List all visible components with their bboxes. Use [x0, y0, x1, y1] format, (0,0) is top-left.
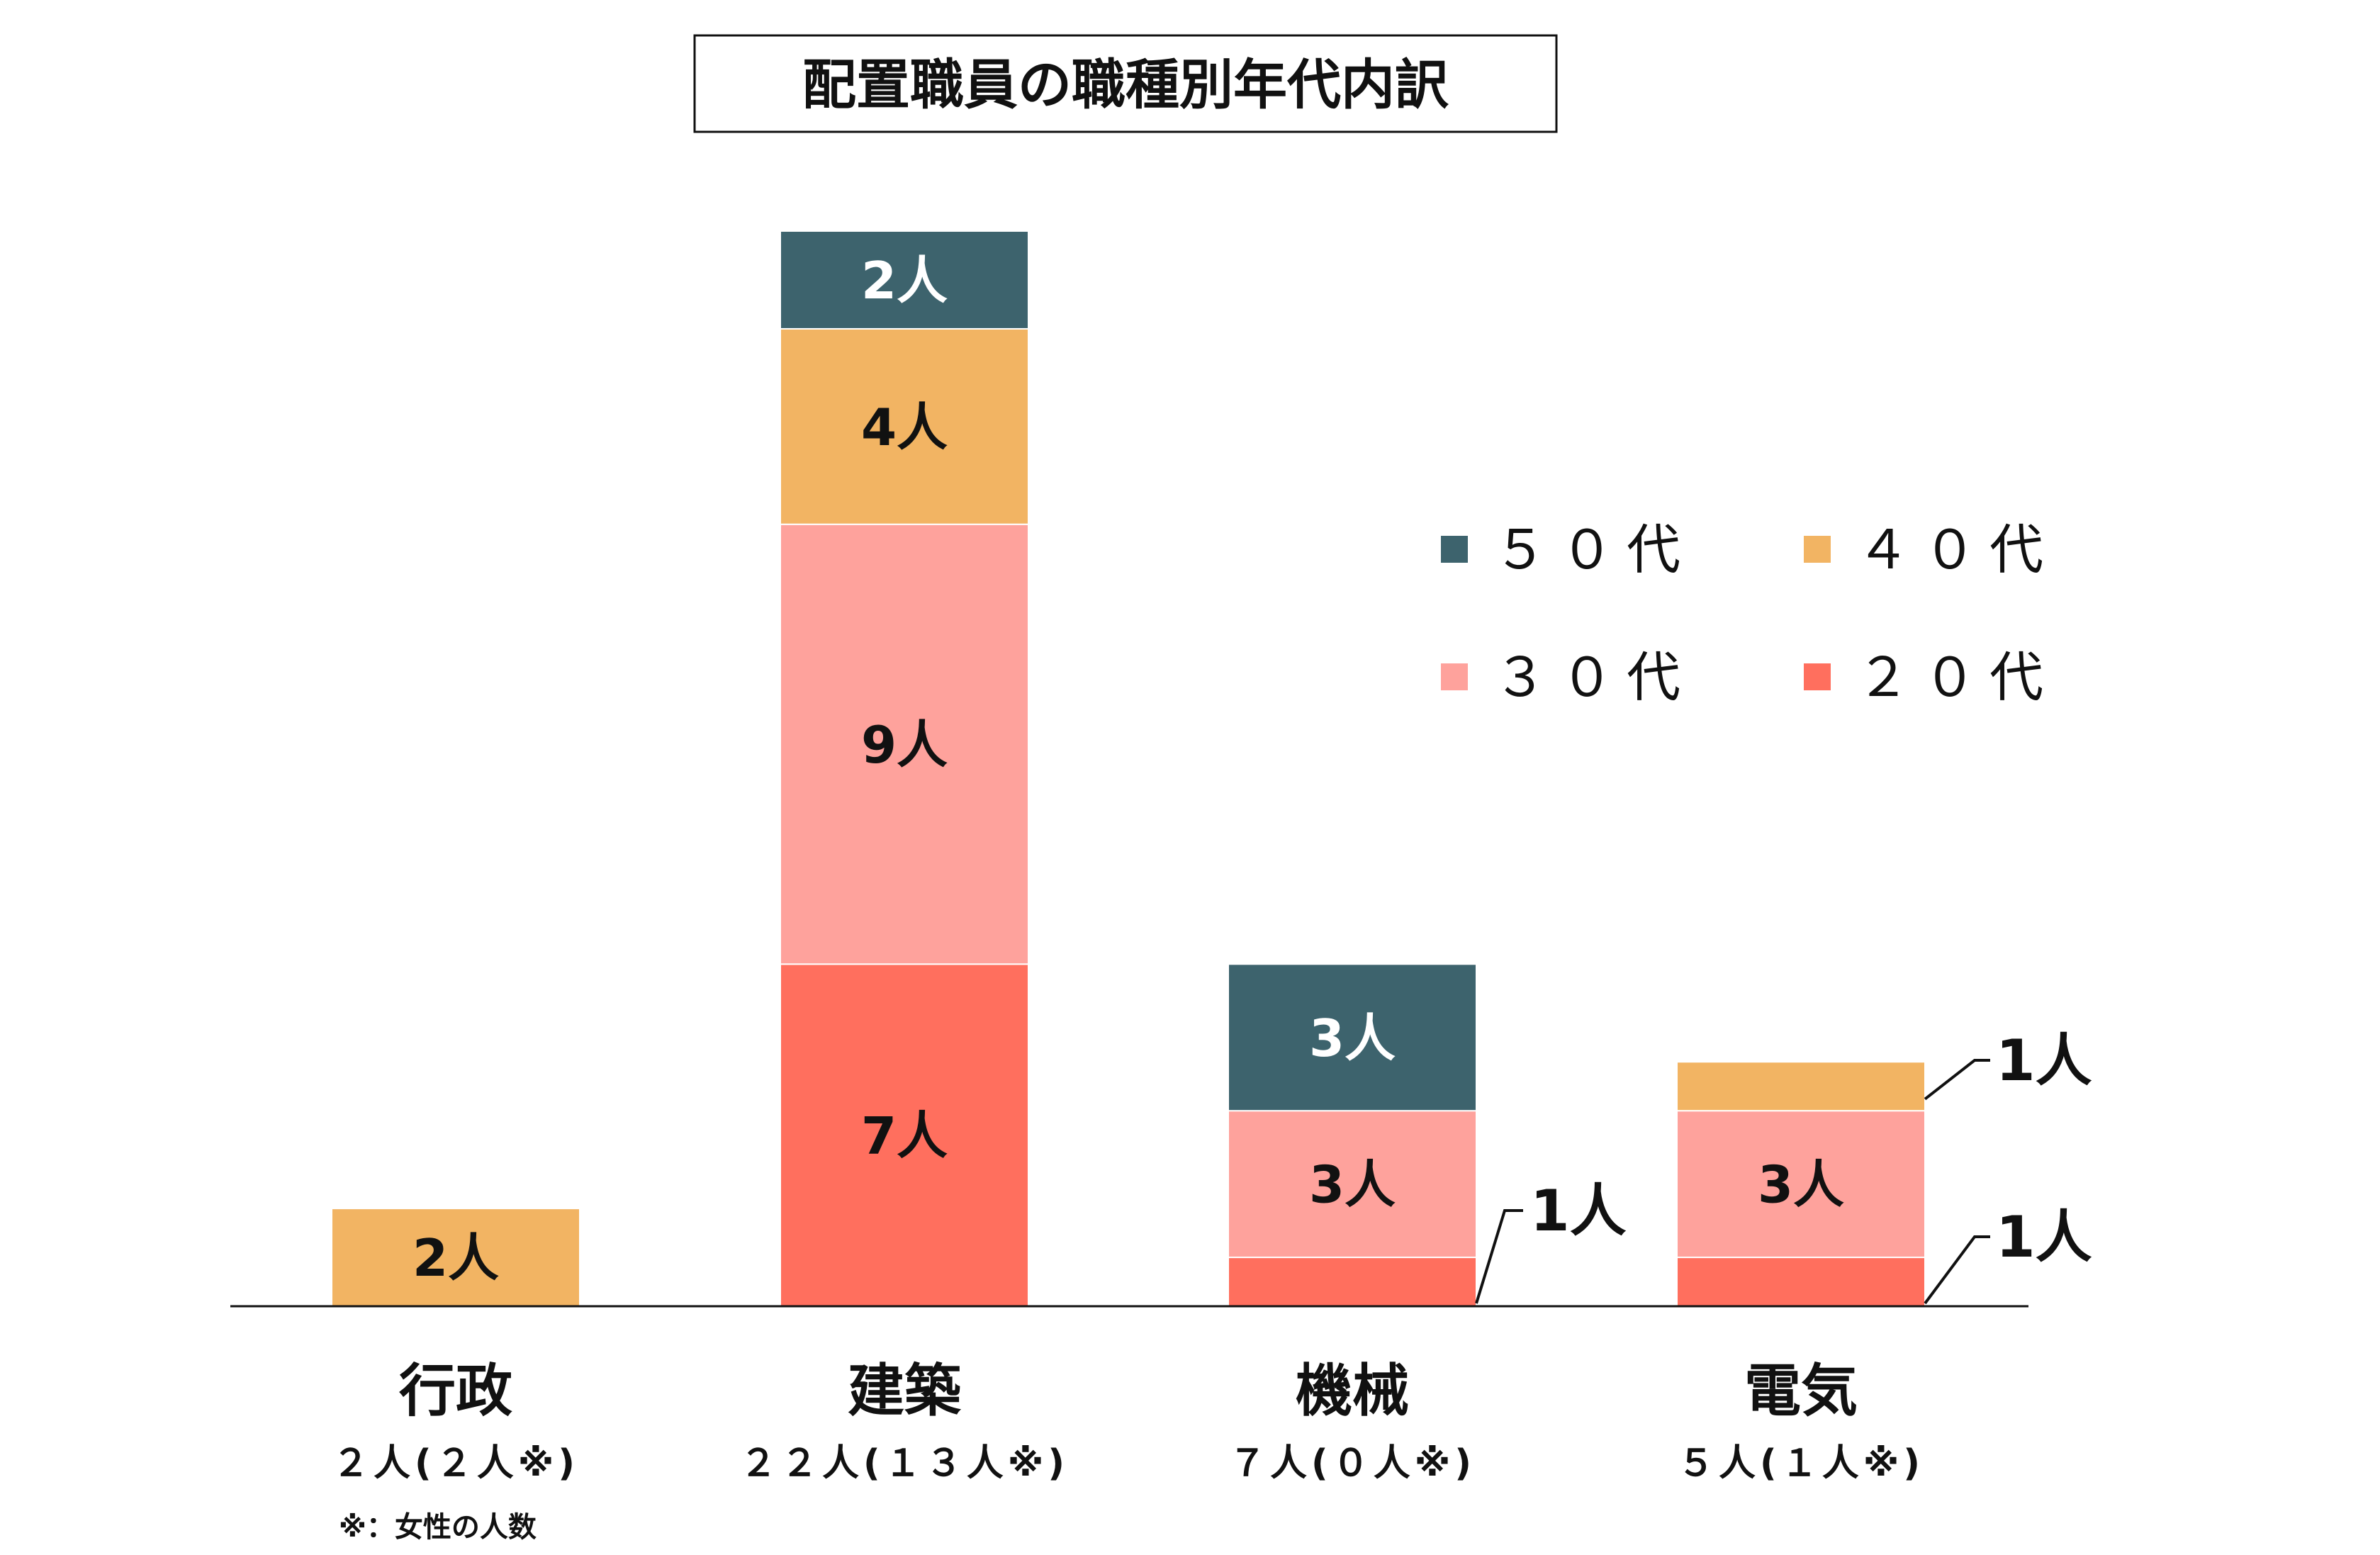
bar-3-s: [1676, 1061, 1926, 1112]
legend-swatch-s: [1441, 536, 1468, 563]
bar-value-label: 2人: [412, 1228, 499, 1288]
female-count-note: ※：女性の人数: [339, 1511, 537, 1544]
bar-value-label: 7人: [861, 1106, 948, 1166]
bar-value-label: 3人: [1309, 1009, 1396, 1068]
callout-value-label: 1人: [1996, 1204, 2092, 1270]
bar-value-label: 3人: [1309, 1155, 1396, 1215]
bar-value-label: 2人: [861, 251, 948, 310]
chart-title: 配置職員の職種別年代内訳: [802, 53, 1449, 116]
legend-swatch-s: [1804, 536, 1831, 563]
category-labels: 行政 ２人(２人※) 建築 ２２人(１３人※) 機械 ７人(０人※) 電気 ５人(１人※): [332, 1358, 1924, 1485]
category-label: 機械: [1296, 1358, 1409, 1424]
category-count-label: ２２人(１３人※): [740, 1442, 1069, 1485]
bar-1-s: [780, 523, 1029, 965]
chart-title-frame: [693, 34, 1558, 133]
bars-layer: 2人 7人 9人 4人 2人 1人 3人 3人 1人 3人 1人: [331, 230, 2092, 1308]
category-count-label: ５人(１人※): [1678, 1442, 1924, 1485]
callout-value-label: 1人: [1996, 1028, 2092, 1094]
callout-leader-line: [1475, 1209, 1523, 1304]
bar-2-s: [1228, 1257, 1477, 1307]
bar-3-s: [1676, 1257, 1926, 1307]
category-count-label: ２人(２人※): [332, 1442, 579, 1485]
bar-value-label: 9人: [861, 715, 948, 775]
callout-leader-line: [1924, 1235, 1990, 1305]
category-count-label: ７人(０人※): [1229, 1442, 1476, 1485]
legend-swatch-s: [1441, 663, 1468, 690]
category-label: 建築: [848, 1358, 962, 1424]
legend-label: ４０代: [1856, 518, 2056, 581]
bar-1-s: [780, 230, 1029, 330]
bar-3-s: [1676, 1110, 1926, 1259]
bar-2-s: [1228, 1110, 1477, 1259]
callout-leader-line: [1924, 1059, 1990, 1101]
legend-label: ２０代: [1856, 646, 2056, 709]
bar-value-label: 3人: [1758, 1155, 1844, 1215]
legend-swatch-s: [1804, 663, 1831, 690]
legend-label: ５０代: [1493, 518, 1693, 581]
chart-title-box: 配置職員の職種別年代内訳: [693, 34, 1558, 133]
bar-2-s: [1228, 963, 1477, 1112]
bar-1-s: [780, 327, 1029, 525]
legend-label: ３０代: [1493, 646, 1693, 709]
category-label: 行政: [399, 1358, 512, 1424]
legend: ５０代 ４０代 ３０代 ２０代: [1441, 518, 2056, 709]
callout-value-label: 1人: [1530, 1178, 1627, 1244]
bar-0-s: [331, 1208, 580, 1308]
category-label: 電気: [1744, 1358, 1858, 1424]
bar-value-label: 4人: [861, 398, 948, 457]
